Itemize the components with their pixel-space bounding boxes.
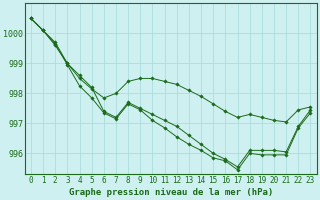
X-axis label: Graphe pression niveau de la mer (hPa): Graphe pression niveau de la mer (hPa) [68, 188, 273, 197]
